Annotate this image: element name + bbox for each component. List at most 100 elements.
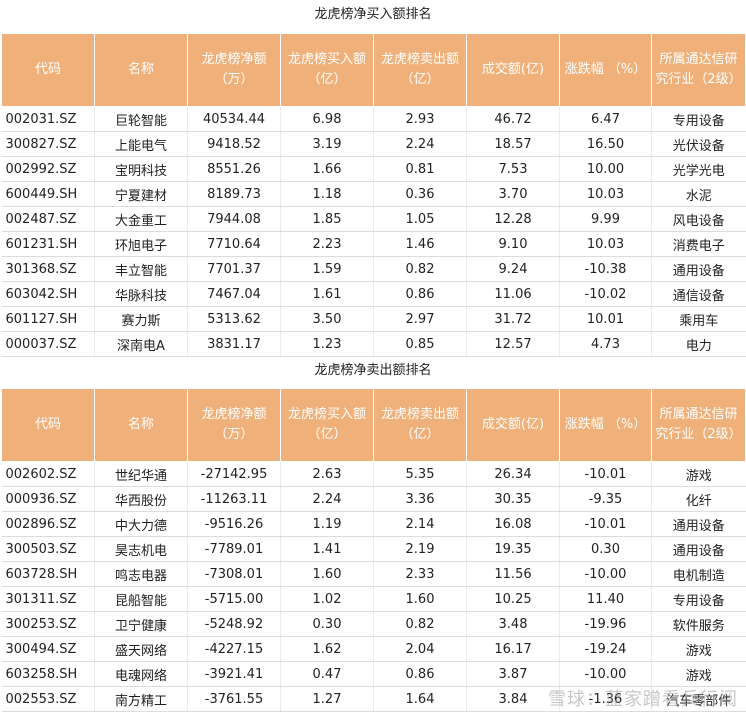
table-cell: -19.96: [559, 611, 652, 637]
table-cell: 000037.SZ: [1, 331, 95, 357]
table-cell: 0.36: [373, 181, 467, 207]
net-sell-ranking-table: 代码 名称 龙虎榜净额（万） 龙虎榜买入额（亿） 龙虎榜卖出额（亿） 成交额(亿) 涨跌幅 …: [1, 388, 746, 712]
table-cell: 0.30: [280, 611, 374, 637]
table-cell: 603258.SH: [1, 661, 95, 687]
xueqiu-watermark: 雪球：蓝家蹭看兵行阅: [548, 689, 738, 710]
table-cell: 乘用车: [651, 306, 746, 332]
table-row: 002553.SZ 南方精工 -3761.55 1.27 1.64 3.84 -1.36 汽车…: [1, 686, 746, 712]
table-cell: 宁夏建材: [94, 181, 188, 207]
table-cell: -10.00: [559, 561, 652, 587]
column-header: 所属通达信研究行业（2级）: [651, 388, 746, 462]
table-cell: 000936.SZ: [1, 486, 95, 512]
header-row: 代码 名称 龙虎榜净额（万） 龙虎榜买入额（亿） 龙虎榜卖出额（亿） 成交额(亿) 涨跌幅 …: [1, 388, 746, 462]
table-cell: 7701.37: [187, 256, 281, 282]
table-cell: 301311.SZ: [1, 586, 95, 612]
table-cell: 601231.SH: [1, 231, 95, 257]
table-cell: 光学光电: [651, 156, 746, 182]
table-cell: 002992.SZ: [1, 156, 95, 182]
column-header: 成交额(亿): [466, 33, 560, 107]
table-row: 002602.SZ 世纪华通 -27142.95 2.63 5.35 26.34 -10.0…: [1, 461, 746, 487]
table-cell: 40534.44: [187, 106, 281, 132]
table-cell: 大金重工: [94, 206, 188, 232]
table-cell: -27142.95: [187, 461, 281, 487]
table-cell: 电力: [651, 331, 746, 357]
table-cell: 002487.SZ: [1, 206, 95, 232]
table-cell: 16.50: [559, 131, 652, 157]
table-cell: 1.66: [280, 156, 374, 182]
table-cell: 游戏: [651, 461, 746, 487]
table-row: 002031.SZ 巨轮智能 40534.44 6.98 2.93 46.72 6.47 专用…: [1, 106, 746, 132]
table-cell: 2.63: [280, 461, 374, 487]
table-cell: 3.70: [466, 181, 560, 207]
table-cell: 7.53: [466, 156, 560, 182]
table-cell: 2.23: [280, 231, 374, 257]
table-cell: -5248.92: [187, 611, 281, 637]
table-cell: 5.35: [373, 461, 467, 487]
table-cell: 11.06: [466, 281, 560, 307]
table-cell: 10.03: [559, 181, 652, 207]
table-cell: 专用设备: [651, 586, 746, 612]
table-cell: 风电设备: [651, 206, 746, 232]
table-cell: 12.57: [466, 331, 560, 357]
column-header: 龙虎榜买入额（亿）: [280, 33, 374, 107]
table-cell: 16.08: [466, 511, 560, 537]
table-row: 002896.SZ 中大力德 -9516.26 1.19 2.14 16.08 -10.01…: [1, 511, 746, 537]
table-cell: -7308.01: [187, 561, 281, 587]
table-cell: -4227.15: [187, 636, 281, 662]
table-cell: 11.56: [466, 561, 560, 587]
table-cell: 603728.SH: [1, 561, 95, 587]
table-cell: -3921.41: [187, 661, 281, 687]
table-row: 600449.SH 宁夏建材 8189.73 1.18 0.36 3.70 10.03 水泥: [1, 181, 746, 207]
table-cell: 电魂网络: [94, 661, 188, 687]
table-cell: -10.01: [559, 461, 652, 487]
table-cell: 9418.52: [187, 131, 281, 157]
table-cell: 0.86: [373, 661, 467, 687]
table-row: 300253.SZ 卫宁健康 -5248.92 0.30 0.82 3.48 -19.96 软…: [1, 611, 746, 637]
table-cell: 2.04: [373, 636, 467, 662]
table-cell: 10.03: [559, 231, 652, 257]
table-cell: 2.19: [373, 536, 467, 562]
table-cell: 300503.SZ: [1, 536, 95, 562]
table-cell: 1.60: [373, 586, 467, 612]
column-header: 所属通达信研究行业（2级）: [651, 33, 746, 107]
table-cell: -10.02: [559, 281, 652, 307]
table-cell: 2.97: [373, 306, 467, 332]
table-cell: 31.72: [466, 306, 560, 332]
table-cell: 盛天网络: [94, 636, 188, 662]
table-row: 603728.SH 鸣志电器 -7308.01 1.60 2.33 11.56 -10.00…: [1, 561, 746, 587]
table-cell: 10.00: [559, 156, 652, 182]
table-cell: 1.02: [280, 586, 374, 612]
table-cell: 游戏: [651, 661, 746, 687]
table-cell: 4.73: [559, 331, 652, 357]
table-cell: 8551.26: [187, 156, 281, 182]
table2-title: 龙虎榜净卖出额排名: [314, 363, 432, 378]
table-cell: 通用设备: [651, 536, 746, 562]
table-cell: 1.64: [373, 686, 467, 712]
table-cell: -10.01: [559, 511, 652, 537]
table-cell: 30.35: [466, 486, 560, 512]
table-cell: 2.93: [373, 106, 467, 132]
column-header: 名称: [94, 33, 188, 107]
table-cell: 3.48: [466, 611, 560, 637]
table-cell: 0.47: [280, 661, 374, 687]
table-cell: -9516.26: [187, 511, 281, 537]
table-cell: 5313.62: [187, 306, 281, 332]
table-cell: 002602.SZ: [1, 461, 95, 487]
table-cell: 0.82: [373, 256, 467, 282]
table-cell: 卫宁健康: [94, 611, 188, 637]
table-cell: 1.62: [280, 636, 374, 662]
table-row: 000936.SZ 华西股份 -11263.11 2.24 3.36 30.35 -9.35…: [1, 486, 746, 512]
table-cell: 1.61: [280, 281, 374, 307]
table-cell: 2.24: [280, 486, 374, 512]
column-header: 龙虎榜买入额（亿）: [280, 388, 374, 462]
table-cell: 1.05: [373, 206, 467, 232]
column-header: 名称: [94, 388, 188, 462]
table-cell: 华脉科技: [94, 281, 188, 307]
table-cell: 11.40: [559, 586, 652, 612]
table-cell: 10.25: [466, 586, 560, 612]
table-cell: 2.33: [373, 561, 467, 587]
table-cell: -11263.11: [187, 486, 281, 512]
table-row: 002487.SZ 大金重工 7944.08 1.85 1.05 12.28 9.99 风电设…: [1, 206, 746, 232]
table-cell: -19.24: [559, 636, 652, 662]
table-cell: 1.41: [280, 536, 374, 562]
